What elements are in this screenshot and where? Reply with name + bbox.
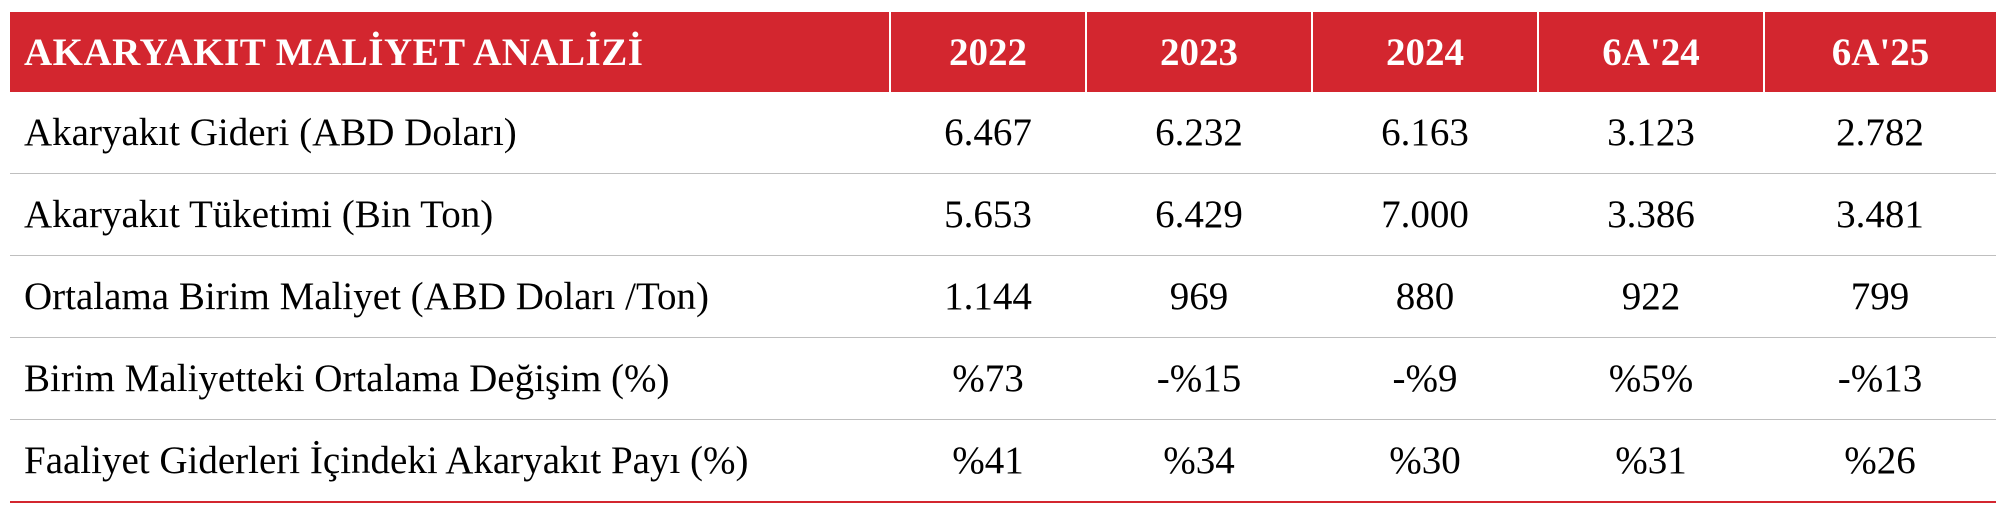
table-cell: 3.481: [1764, 173, 1996, 256]
column-header: 6A'24: [1538, 12, 1765, 92]
table-title: AKARYAKIT MALİYET ANALİZİ: [10, 12, 891, 92]
row-label: Faaliyet Giderleri İçindeki Akaryakıt Pa…: [10, 419, 890, 503]
table-cell: 6.232: [1086, 92, 1312, 174]
table-cell: %73: [890, 337, 1086, 420]
header-row: AKARYAKIT MALİYET ANALİZİ 2022 2023 2024…: [10, 12, 1996, 92]
table-cell: -%15: [1086, 337, 1312, 420]
column-header: 2023: [1086, 12, 1313, 92]
table-row: Faaliyet Giderleri İçindeki Akaryakıt Pa…: [10, 419, 1996, 503]
row-label: Akaryakıt Gideri (ABD Doları): [10, 92, 890, 174]
table-cell: 922: [1538, 255, 1764, 338]
table-cell: %41: [890, 419, 1086, 503]
table-cell: %30: [1312, 419, 1538, 503]
table-cell: %34: [1086, 419, 1312, 503]
table-cell: 3.386: [1538, 173, 1764, 256]
table-cell: 6.429: [1086, 173, 1312, 256]
table-cell: 2.782: [1764, 92, 1996, 174]
table-cell: 880: [1312, 255, 1538, 338]
fuel-cost-table: AKARYAKIT MALİYET ANALİZİ 2022 2023 2024…: [10, 12, 1996, 503]
table-cell: 1.144: [890, 255, 1086, 338]
table-cell: 7.000: [1312, 173, 1538, 256]
table-row: Akaryakıt Tüketimi (Bin Ton) 5.653 6.429…: [10, 173, 1996, 256]
table-row: Birim Maliyetteki Ortalama Değişim (%) %…: [10, 337, 1996, 420]
column-header: 2022: [890, 12, 1087, 92]
row-label: Ortalama Birim Maliyet (ABD Doları /Ton): [10, 255, 890, 338]
table-cell: 969: [1086, 255, 1312, 338]
table-cell: 6.467: [890, 92, 1086, 174]
table-cell: 6.163: [1312, 92, 1538, 174]
row-label: Birim Maliyetteki Ortalama Değişim (%): [10, 337, 890, 420]
column-header: 2024: [1312, 12, 1539, 92]
table-cell: -%9: [1312, 337, 1538, 420]
table-cell: %5%: [1538, 337, 1764, 420]
table-cell: -%13: [1764, 337, 1996, 420]
table-cell: 799: [1764, 255, 1996, 338]
table-row: Ortalama Birim Maliyet (ABD Doları /Ton)…: [10, 255, 1996, 338]
table-cell: %31: [1538, 419, 1764, 503]
table-cell: %26: [1764, 419, 1996, 503]
table-row: Akaryakıt Gideri (ABD Doları) 6.467 6.23…: [10, 92, 1996, 174]
row-label: Akaryakıt Tüketimi (Bin Ton): [10, 173, 890, 256]
column-header: 6A'25: [1764, 12, 1996, 92]
table-cell: 5.653: [890, 173, 1086, 256]
table-cell: 3.123: [1538, 92, 1764, 174]
